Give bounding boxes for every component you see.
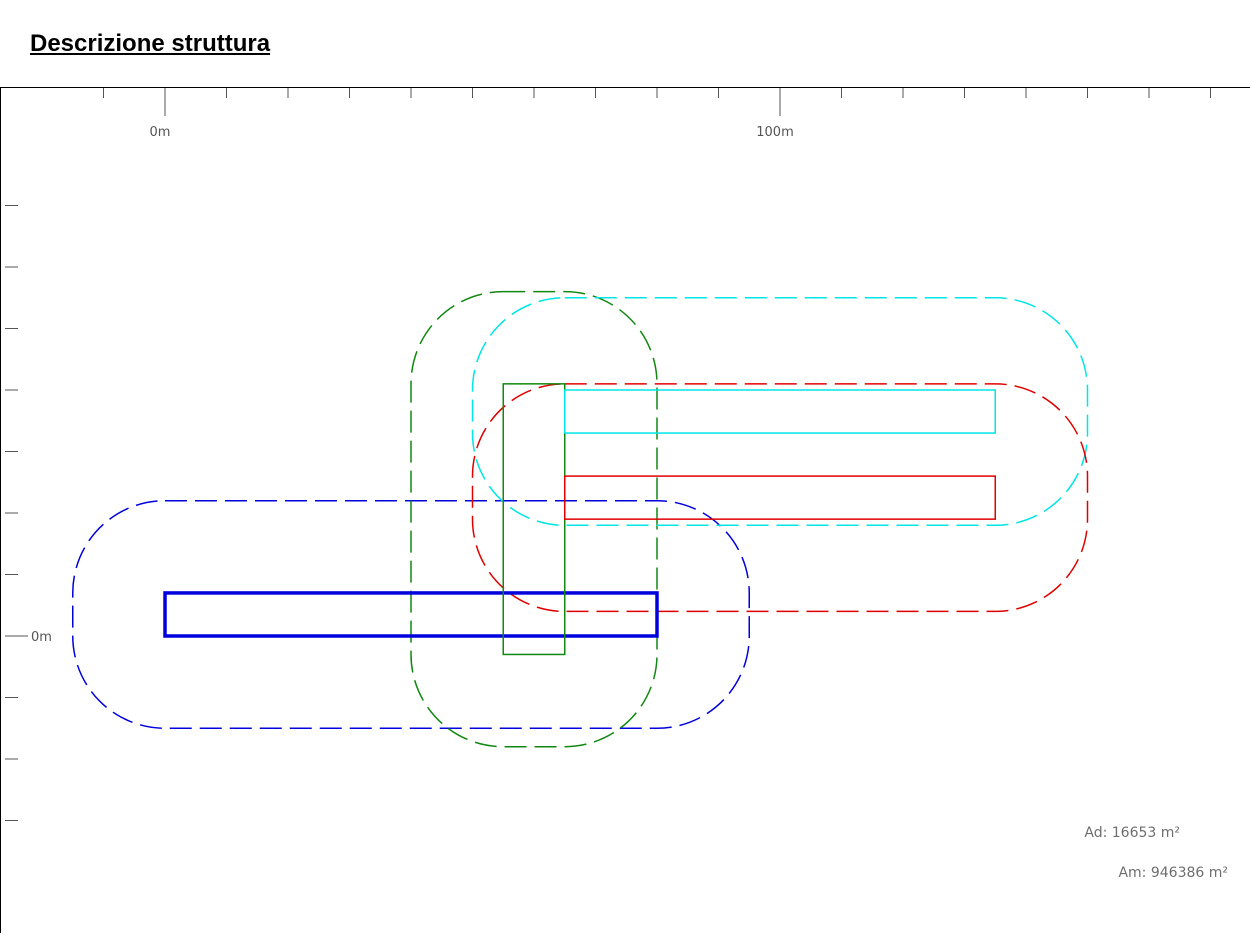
structure-canvas: 0m 100m 0m (0, 88, 1250, 935)
buffer-zone-red (471, 383, 1089, 613)
area-am-label: Am: 946386 m² (1118, 865, 1228, 881)
structure-plot: 0m 100m 0m (5, 88, 1211, 821)
structure-rect-red (564, 475, 996, 520)
buffer-zone-cyan (471, 297, 1089, 527)
structure-rects (163, 383, 996, 656)
ruler-ticks (5, 88, 1211, 821)
header: Descrizione struttura (0, 0, 1250, 88)
structure-rect-green (502, 383, 566, 656)
structure-rect-cyan (564, 389, 996, 434)
ruler-labels: 0m 100m 0m (31, 125, 794, 645)
x-axis-label: 0m (150, 125, 171, 140)
x-axis-label: 100m (756, 125, 793, 140)
page-title: Descrizione struttura (30, 30, 271, 57)
area-ad-label: Ad: 16653 m² (1084, 825, 1180, 841)
y-axis-label: 0m (31, 630, 52, 645)
structure-rect-blue (163, 591, 659, 638)
